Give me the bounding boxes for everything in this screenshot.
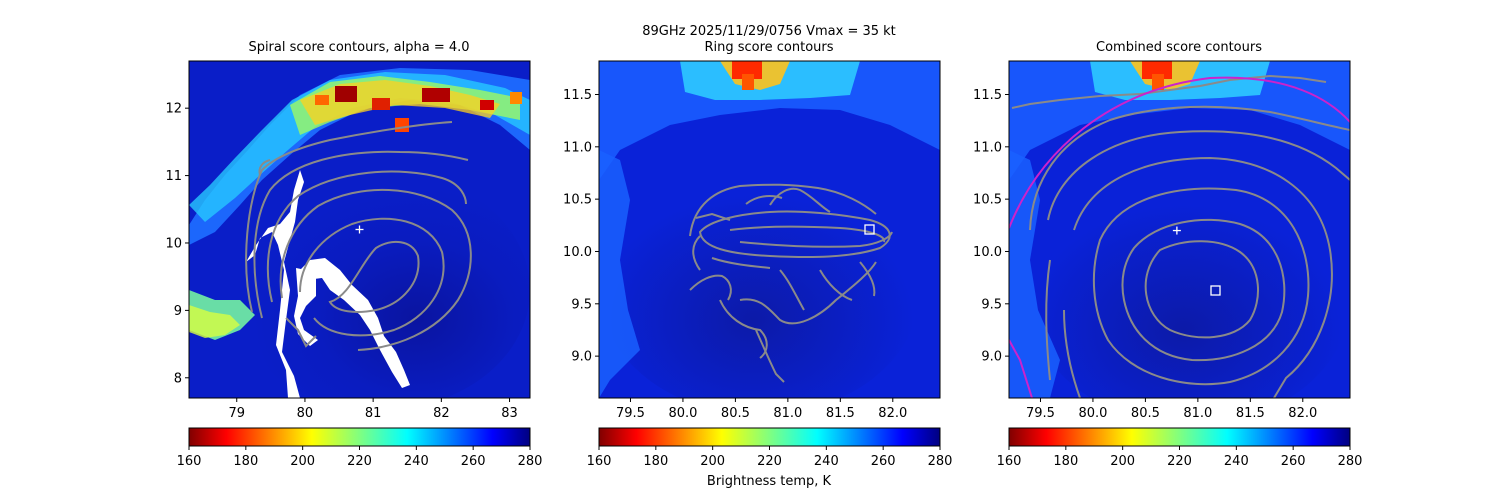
colorbar-tick-label: 240 — [814, 454, 839, 469]
x-tick-label: 80 — [297, 406, 314, 421]
fitted-ring-arc-lower — [1009, 339, 1033, 398]
y-tick-label: 10 — [165, 236, 182, 251]
colorbar-tick-label: 220 — [1167, 454, 1192, 469]
panel-combined-colorbar-ticks: 160 180 200 220 240 260 280 — [997, 446, 1363, 469]
figure-suptitle: 89GHz 2025/11/29/0756 Vmax = 35 kt — [642, 24, 896, 39]
x-tick-label: 80.0 — [668, 406, 697, 421]
colorbar-tick-label: 160 — [587, 454, 612, 469]
y-tick-label: 11.5 — [563, 88, 592, 103]
x-tick-label: 79.5 — [1026, 406, 1055, 421]
panel-spiral-yticks: 8 9 10 11 12 — [165, 102, 189, 386]
colorbar-tick-label: 200 — [1110, 454, 1135, 469]
y-tick-label: 10.0 — [563, 245, 592, 260]
fitted-ring-arc — [1009, 76, 1350, 229]
colorbar-tick-label: 260 — [871, 454, 896, 469]
panel-ring-yticks: 9.0 9.5 10.0 10.5 11.0 11.5 — [563, 88, 599, 365]
colorbar-tick-label: 200 — [700, 454, 725, 469]
x-tick-label: 80.5 — [721, 406, 750, 421]
colorbar-tick-label: 260 — [461, 454, 486, 469]
x-tick-label: 80.5 — [1131, 406, 1160, 421]
panel-spiral-image — [189, 61, 530, 398]
center-markers — [355, 225, 1181, 235]
y-tick-label: 9.0 — [571, 350, 592, 365]
colorbar-tick-label: 240 — [404, 454, 429, 469]
colorbar-tick-label: 180 — [1053, 454, 1078, 469]
panel-combined: Combined score contours — [973, 40, 1362, 469]
x-tick-label: 79.5 — [616, 406, 645, 421]
x-tick-label: 79 — [228, 406, 245, 421]
colorbar-tick-label: 160 — [997, 454, 1022, 469]
colorbar-tick-label: 180 — [233, 454, 258, 469]
x-tick-label: 82.0 — [1288, 406, 1317, 421]
panel-ring-title: Ring score contours — [704, 40, 833, 55]
x-tick-label: 80.0 — [1078, 406, 1107, 421]
y-tick-label: 11.0 — [973, 140, 1002, 155]
colorbar-tick-label: 200 — [290, 454, 315, 469]
colorbar-label: Brightness temp, K — [707, 474, 832, 489]
panel-combined-yticks: 9.0 9.5 10.0 10.5 11.0 11.5 — [973, 88, 1009, 365]
panel-spiral: Spiral score contours, alpha = 4.0 — [165, 40, 542, 469]
colorbar-tick-label: 220 — [757, 454, 782, 469]
colorbar-tick-label: 260 — [1281, 454, 1306, 469]
panel-combined-colorbar — [1008, 427, 1351, 447]
combined-max-marker — [1210, 285, 1221, 296]
panel-spiral-title: Spiral score contours, alpha = 4.0 — [248, 40, 469, 55]
ring-max-marker — [864, 224, 875, 235]
colorbar-tick-label: 280 — [1338, 454, 1363, 469]
colorbar-tick-label: 160 — [177, 454, 202, 469]
colorbar-tick-label: 240 — [1224, 454, 1249, 469]
x-tick-label: 81.5 — [1236, 406, 1265, 421]
panel-combined-title: Combined score contours — [1096, 40, 1262, 55]
y-tick-label: 9.5 — [571, 297, 592, 312]
panel-ring: Ring score contours — [563, 40, 952, 489]
panel-ring-colorbar-ticks: 160 180 200 220 240 260 280 — [587, 446, 953, 469]
y-tick-label: 11 — [165, 169, 182, 184]
x-tick-label: 82.0 — [878, 406, 907, 421]
panel-ring-colorbar — [598, 427, 941, 447]
x-tick-label: 81.0 — [1183, 406, 1212, 421]
panel-combined-image — [1009, 61, 1350, 398]
x-tick-label: 82 — [433, 406, 450, 421]
x-tick-label: 81.0 — [773, 406, 802, 421]
x-tick-label: 83 — [501, 406, 518, 421]
y-tick-label: 11.5 — [973, 88, 1002, 103]
x-tick-label: 81 — [365, 406, 382, 421]
y-tick-label: 9.0 — [981, 350, 1002, 365]
colorbar-tick-label: 280 — [928, 454, 953, 469]
panel-spiral-colorbar — [188, 427, 531, 447]
x-tick-label: 81.5 — [826, 406, 855, 421]
colorbar-tick-label: 280 — [518, 454, 543, 469]
y-tick-label: 9.5 — [981, 297, 1002, 312]
y-tick-label: 10.5 — [563, 193, 592, 208]
y-tick-label: 10.5 — [973, 193, 1002, 208]
panel-ring-image — [599, 61, 940, 398]
panel-spiral-colorbar-ticks: 160 180 200 220 240 260 280 — [177, 446, 543, 469]
y-tick-label: 10.0 — [973, 245, 1002, 260]
y-tick-label: 12 — [165, 102, 182, 117]
panel-combined-xticks: 79.5 80.0 80.5 81.0 81.5 82.0 — [1026, 398, 1317, 421]
y-tick-label: 11.0 — [563, 140, 592, 155]
y-tick-label: 9 — [174, 304, 182, 319]
panel-spiral-xticks: 79 80 81 82 83 — [228, 398, 518, 421]
colorbar-tick-label: 220 — [347, 454, 372, 469]
colorbar-tick-label: 180 — [643, 454, 668, 469]
y-tick-label: 8 — [174, 371, 182, 386]
panel-ring-xticks: 79.5 80.0 80.5 81.0 81.5 82.0 — [616, 398, 907, 421]
